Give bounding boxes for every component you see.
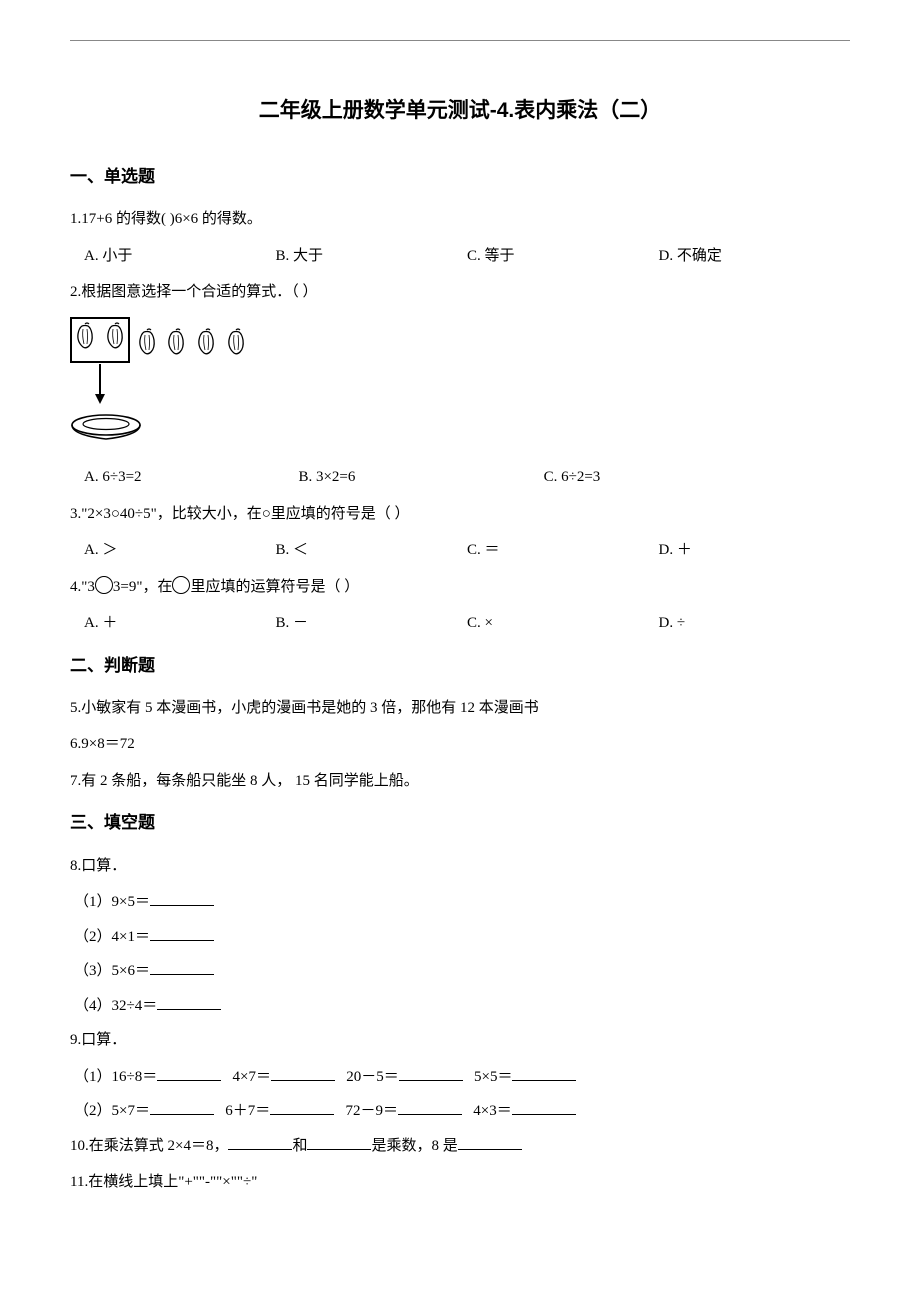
q1-opt-d: D. 不确定 (659, 242, 851, 271)
page-title: 二年级上册数学单元测试-4.表内乘法（二） (70, 91, 850, 131)
q4-pre: 4."3 (70, 579, 95, 595)
blank (399, 1066, 463, 1081)
q3-opt-c: C. ＝ (467, 536, 659, 565)
blank (271, 1066, 335, 1081)
top-rule (70, 40, 850, 41)
q8-item-1: （1）9×5＝ (70, 888, 850, 917)
blank (150, 1100, 214, 1115)
q2-opt-c: C. 6÷2=3 (544, 463, 850, 492)
q2-opt-a: A. 6÷3=2 (84, 463, 298, 492)
q1-options: A. 小于 B. 大于 C. 等于 D. 不确定 (70, 242, 850, 271)
blank (458, 1135, 522, 1150)
q6-text: 6.9×8＝72 (70, 730, 850, 759)
blank (398, 1100, 462, 1115)
plate-icon (70, 413, 850, 452)
q1-opt-a: A. 小于 (84, 242, 276, 271)
section-1-header: 一、单选题 (70, 161, 850, 193)
q2-opt-b: B. 3×2=6 (298, 463, 543, 492)
blank (150, 926, 214, 941)
pepper-icon (134, 326, 160, 356)
circle-icon (172, 576, 190, 594)
blank (157, 995, 221, 1010)
q2-options: A. 6÷3=2 B. 3×2=6 C. 6÷2=3 (70, 463, 850, 492)
q3-text: 3."2×3○40÷5"，比较大小，在○里应填的符号是（ ） (70, 500, 850, 529)
section-2-header: 二、判断题 (70, 650, 850, 682)
q4-opt-c: C. × (467, 609, 659, 638)
blank (512, 1100, 576, 1115)
q4-options: A. ＋ B. － C. × D. ÷ (70, 609, 850, 638)
pepper-icon (102, 320, 128, 350)
q9-row-2: （2）5×7＝ 6＋7＝ 72－9＝ 4×3＝ (70, 1097, 850, 1126)
blank (512, 1066, 576, 1081)
blank (157, 1066, 221, 1081)
q2-image (70, 317, 850, 452)
q11-text: 11.在横线上填上"+""-""×""÷" (70, 1168, 850, 1197)
q8-item-2: （2）4×1＝ (70, 923, 850, 952)
q4-opt-b: B. － (276, 609, 468, 638)
q4-opt-a: A. ＋ (84, 609, 276, 638)
q3-opt-d: D. ＋ (659, 536, 851, 565)
q3-opt-a: A. ＞ (84, 536, 276, 565)
arrow-down-icon (70, 362, 130, 415)
q2-text: 2.根据图意选择一个合适的算式．（ ） (70, 278, 850, 307)
q3-options: A. ＞ B. ＜ C. ＝ D. ＋ (70, 536, 850, 565)
circle-icon (95, 576, 113, 594)
q10-text: 10.在乘法算式 2×4＝8，和是乘数，8 是 (70, 1132, 850, 1161)
q7-text: 7.有 2 条船，每条船只能坐 8 人， 15 名同学能上船。 (70, 767, 850, 796)
pepper-icon (72, 320, 98, 350)
q9-row-1: （1）16÷8＝ 4×7＝ 20－5＝ 5×5＝ (70, 1063, 850, 1092)
q9-text: 9.口算． (70, 1026, 850, 1055)
q4-text: 4."3 3=9"，在 里应填的运算符号是（ ） (70, 573, 850, 602)
q4-opt-d: D. ÷ (659, 609, 851, 638)
blank (150, 960, 214, 975)
q1-opt-b: B. 大于 (276, 242, 468, 271)
blank (228, 1135, 292, 1150)
q1-text: 1.17+6 的得数( )6×6 的得数。 (70, 205, 850, 234)
blank (150, 891, 214, 906)
section-3-header: 三、填空题 (70, 807, 850, 839)
q1-opt-c: C. 等于 (467, 242, 659, 271)
q4-post: 3=9"，在 (113, 579, 173, 595)
q8-item-4: （4）32÷4＝ (70, 992, 850, 1021)
q3-opt-b: B. ＜ (276, 536, 468, 565)
pepper-box (70, 317, 130, 364)
blank (270, 1100, 334, 1115)
q5-text: 5.小敏家有 5 本漫画书，小虎的漫画书是她的 3 倍，那他有 12 本漫画书 (70, 694, 850, 723)
q8-text: 8.口算． (70, 852, 850, 881)
pepper-icon (193, 326, 219, 356)
pepper-icon (223, 326, 249, 356)
q4-post2: 里应填的运算符号是（ ） (190, 579, 359, 595)
pepper-icon (163, 326, 189, 356)
blank (307, 1135, 371, 1150)
q8-item-3: （3）5×6＝ (70, 957, 850, 986)
